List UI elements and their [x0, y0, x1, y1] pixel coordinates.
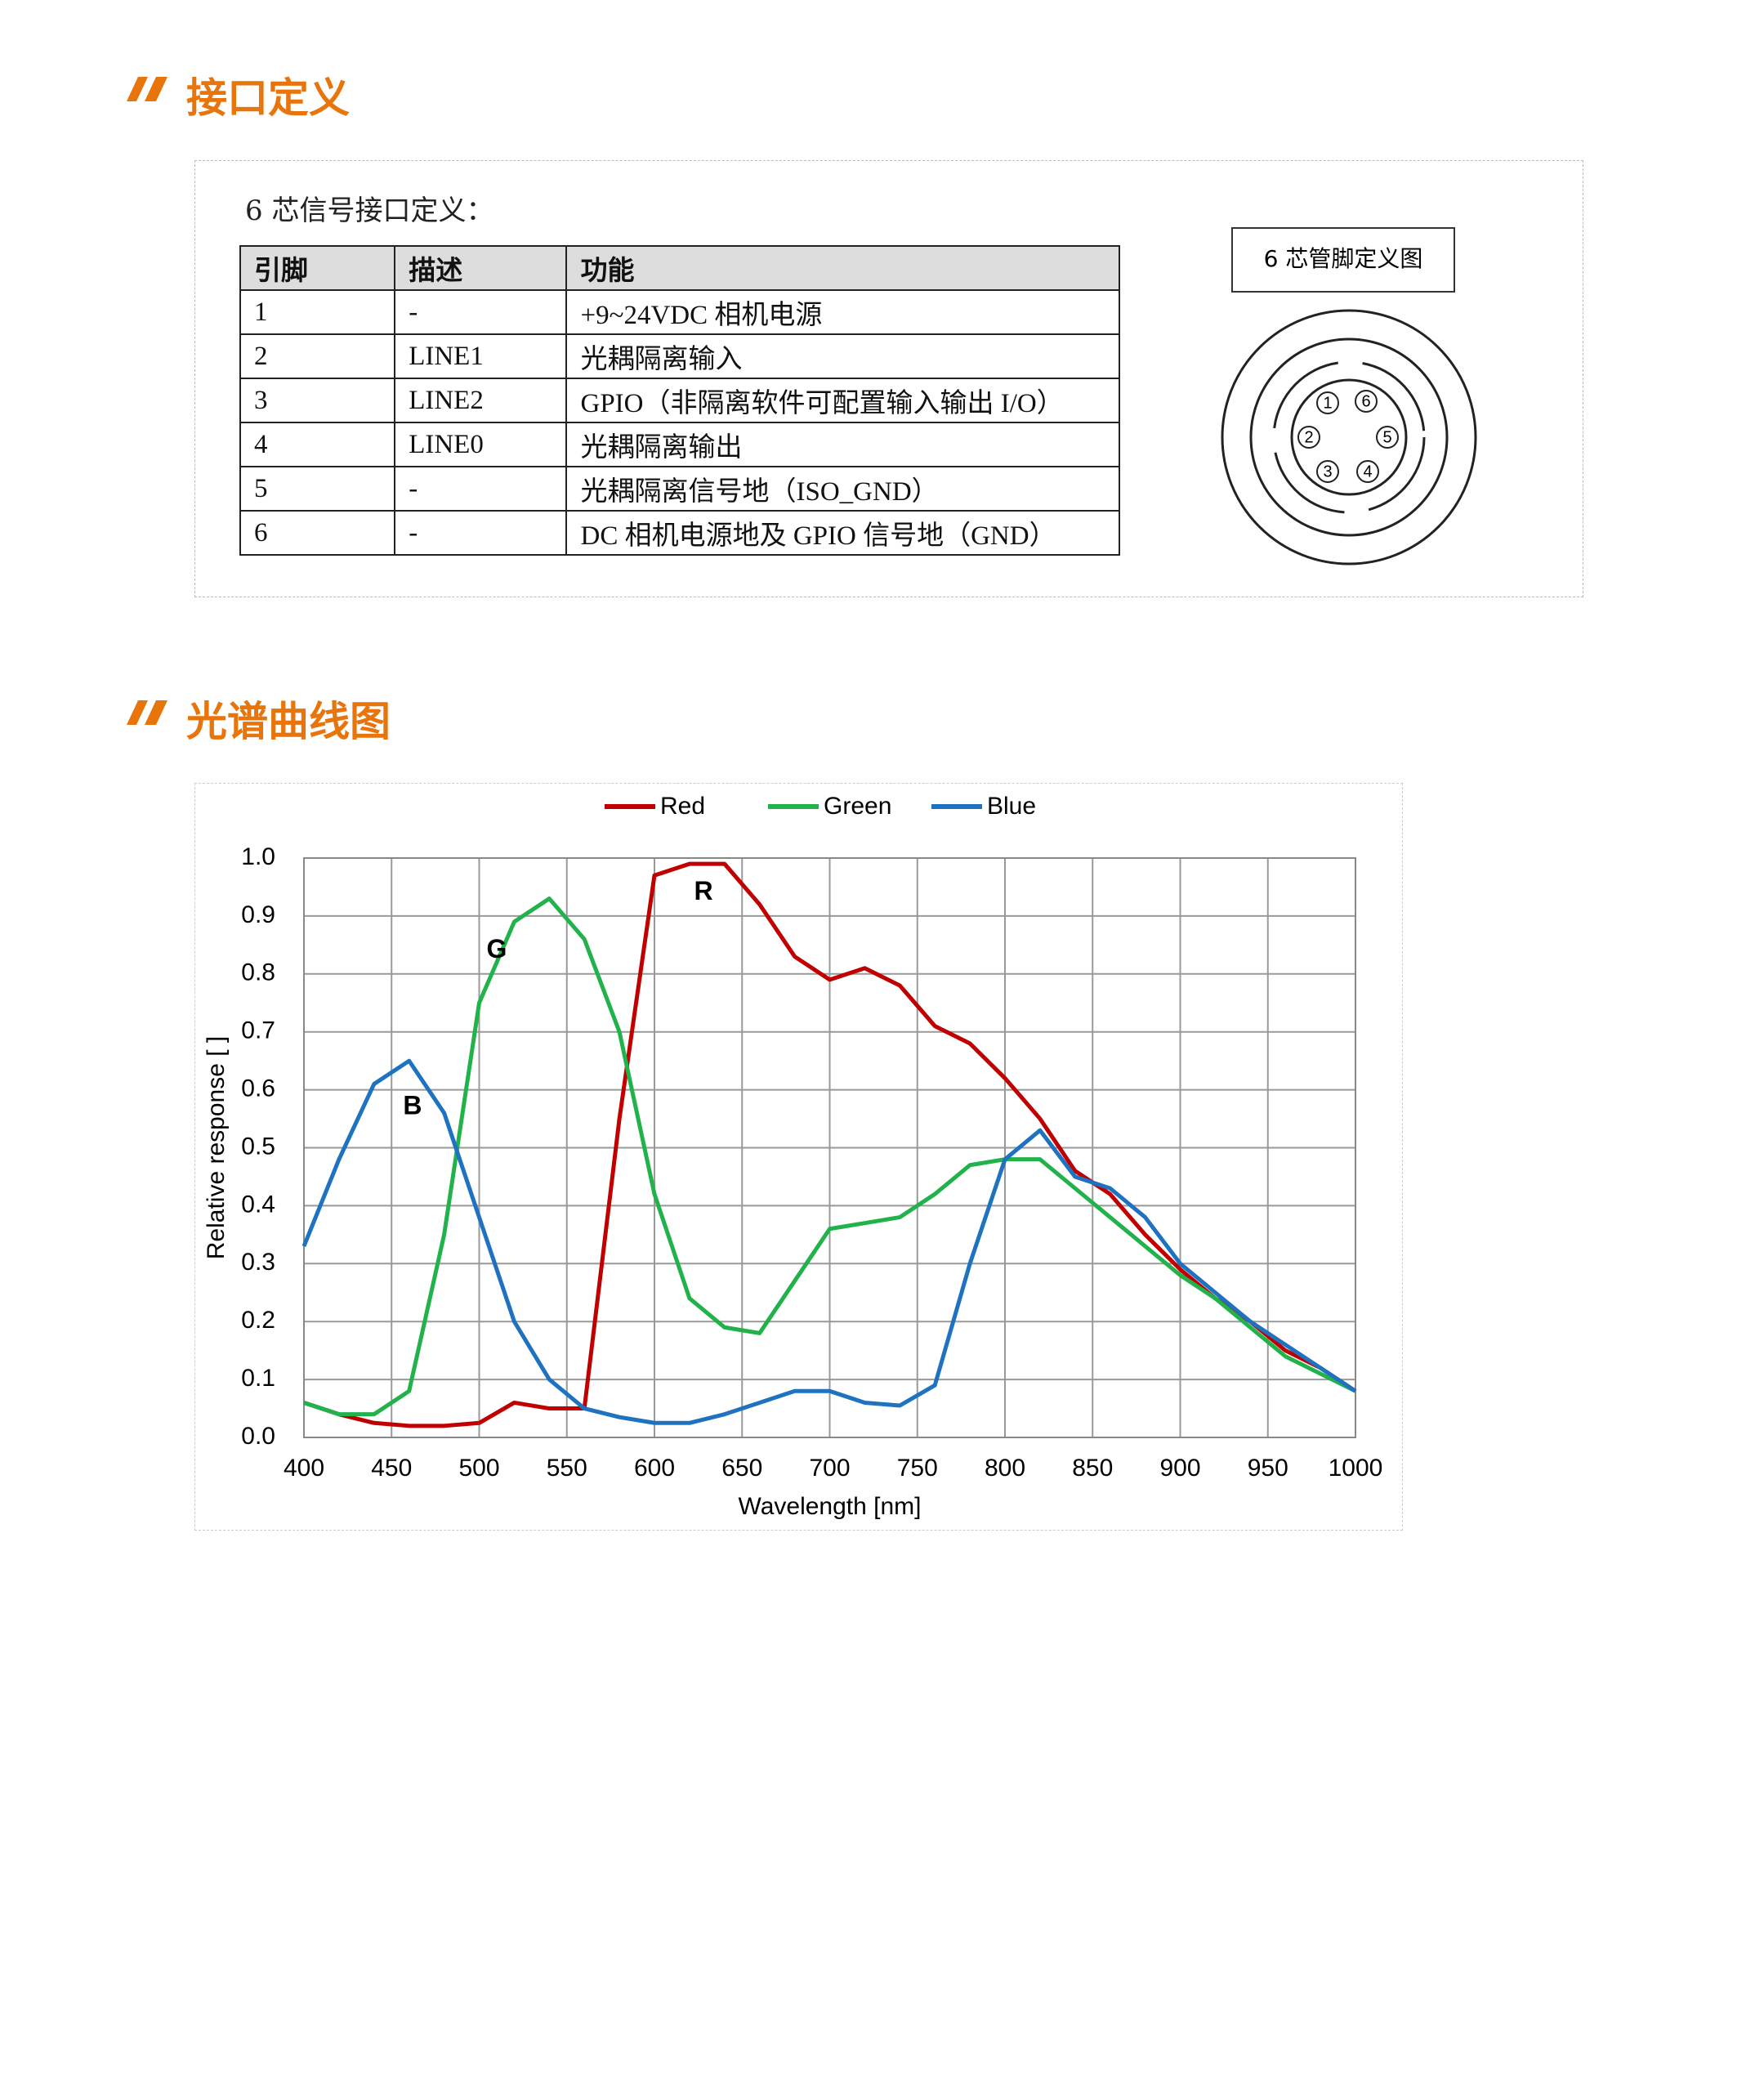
table-cell: 光耦隔离输入 [565, 333, 1120, 379]
legend-label: Blue [987, 793, 1036, 820]
table-cell: +9~24VDC 相机电源 [565, 289, 1120, 335]
annotation: B [403, 1090, 422, 1120]
table-row: 3 LINE2 GPIO（非隔离软件可配置输入输出 I/O） [239, 378, 1120, 423]
annotation: G [487, 934, 507, 963]
pin [1355, 390, 1378, 413]
spectral-chart: 0.0 0.1 0.2 0.3 0.4 0.5 0.6 0.7 0.8 0.9 1.0 400 450 5… [203, 793, 1383, 1520]
table-cell: LINE1 [394, 333, 568, 379]
table-cell: 光耦隔离输出 [565, 422, 1120, 467]
x-tick-label: 900 [1159, 1455, 1200, 1482]
y-tick-label: 0.1 [241, 1365, 275, 1392]
pin-label: 3 [1323, 463, 1332, 481]
table-cell: 1 [239, 289, 396, 335]
x-tick-label: 850 [1072, 1455, 1113, 1482]
annotation: R [694, 876, 713, 905]
pin-face [1290, 378, 1408, 496]
table-cell: DC 相机电源地及 GPIO 信号地（GND） [565, 510, 1120, 556]
diagram-title: 6 芯管脚定义图 [1264, 245, 1423, 272]
table-row: 5- 光耦隔离信号地（ISO_GND） [239, 466, 1120, 512]
header-cell: 引脚 [239, 245, 396, 291]
header-row: 引脚 描述 功能 [239, 245, 1120, 291]
x-tick-label: 500 [458, 1455, 499, 1482]
table-cell: 4 [239, 422, 396, 467]
y-tick-label: 0.4 [241, 1191, 275, 1218]
outer-ring [1221, 309, 1477, 565]
y-tick-label: 1.0 [241, 843, 275, 870]
series-line [303, 896, 1357, 1417]
x-tick-label: 950 [1248, 1455, 1288, 1482]
table-cell: 6 [239, 510, 396, 556]
pin-label: 4 [1363, 463, 1372, 481]
header-cell: 描述 [394, 245, 568, 291]
series-line [301, 1058, 1357, 1425]
x-tick-label: 400 [284, 1455, 324, 1482]
pin [1376, 426, 1399, 449]
y-tick-label: 0.0 [241, 1423, 275, 1450]
key-ring [1272, 360, 1426, 514]
interface-box [194, 160, 1583, 597]
y-tick-label: 0.6 [241, 1075, 275, 1102]
section-title: 接口定义 [186, 74, 350, 122]
y-axis-label: Relative response [ ] [203, 1036, 230, 1259]
y-tick-label: 0.5 [241, 1133, 275, 1160]
legend-label: Red [660, 793, 705, 820]
table-row: 1- +9~24VDC 相机电源 [239, 289, 1120, 335]
pin [1316, 460, 1339, 483]
table-row: 6- DC 相机电源地及 GPIO 信号地（GND） [239, 510, 1120, 556]
table-cell: 5 [239, 466, 396, 512]
pin-label: 5 [1382, 428, 1391, 446]
pin-table: 引脚 描述 功能 1- +9~24VDC 相机电源 2 LINE1 光耦隔离输入 3 LINE2 G… [239, 245, 1120, 556]
x-tick-label: 1000 [1329, 1455, 1383, 1482]
table-row: 4 LINE0 光耦隔离输出 [239, 422, 1120, 467]
x-axis-label: Wavelength [nm] [739, 1493, 922, 1520]
section-title: 光谱曲线图 [186, 698, 391, 745]
table-cell: 光耦隔离信号地（ISO_GND） [565, 466, 1120, 512]
table-caption: 6 芯信号接口定义： [245, 194, 494, 227]
x-tick-label: 650 [721, 1455, 762, 1482]
y-tick-label: 0.9 [241, 901, 275, 928]
table-row: 2 LINE1 光耦隔离输入 [239, 333, 1120, 379]
table-cell: - [394, 466, 568, 512]
y-tick-label: 0.8 [241, 959, 275, 986]
pin [1356, 460, 1379, 483]
series-line [303, 861, 1357, 1428]
x-tick-label: 750 [897, 1455, 938, 1482]
y-tick-label: 0.7 [241, 1017, 275, 1044]
header-cell: 功能 [565, 245, 1120, 291]
chart-box [194, 783, 1403, 1531]
diagram-title-box [1231, 227, 1455, 293]
inner-ring [1249, 337, 1449, 537]
plot-frame [303, 857, 1356, 1438]
table-cell: GPIO（非隔离软件可配置输入输出 I/O） [565, 378, 1120, 423]
table-cell: LINE0 [394, 422, 568, 467]
x-tick-label: 800 [985, 1455, 1025, 1482]
x-tick-label: 600 [634, 1455, 675, 1482]
x-tick-label: 550 [547, 1455, 587, 1482]
pin-label: 6 [1361, 392, 1370, 410]
y-tick-label: 0.2 [241, 1307, 275, 1334]
table-cell: - [394, 289, 568, 335]
x-tick-label: 700 [809, 1455, 850, 1482]
pin-label: 1 [1323, 394, 1332, 412]
pin [1316, 391, 1339, 414]
table-cell: 2 [239, 333, 396, 379]
table-cell: - [394, 510, 568, 556]
x-tick-label: 450 [371, 1455, 412, 1482]
pin-label: 2 [1304, 428, 1313, 446]
table-cell: LINE2 [394, 378, 568, 423]
legend-label: Green [824, 793, 891, 820]
connector-diagram: 6 芯管脚定义图 123 456 [1221, 227, 1477, 565]
table-cell: 3 [239, 378, 396, 423]
pin [1297, 426, 1320, 449]
y-tick-label: 0.3 [241, 1249, 275, 1276]
